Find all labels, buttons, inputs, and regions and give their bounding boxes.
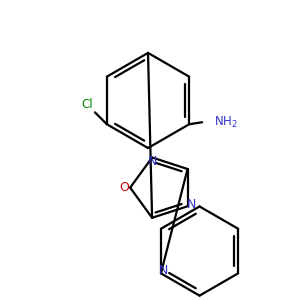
Text: N: N bbox=[159, 264, 169, 277]
Text: N: N bbox=[187, 198, 196, 211]
Text: O: O bbox=[119, 181, 129, 194]
Text: N: N bbox=[147, 155, 157, 168]
Text: NH$_2$: NH$_2$ bbox=[214, 115, 238, 130]
Text: Cl: Cl bbox=[81, 98, 93, 111]
